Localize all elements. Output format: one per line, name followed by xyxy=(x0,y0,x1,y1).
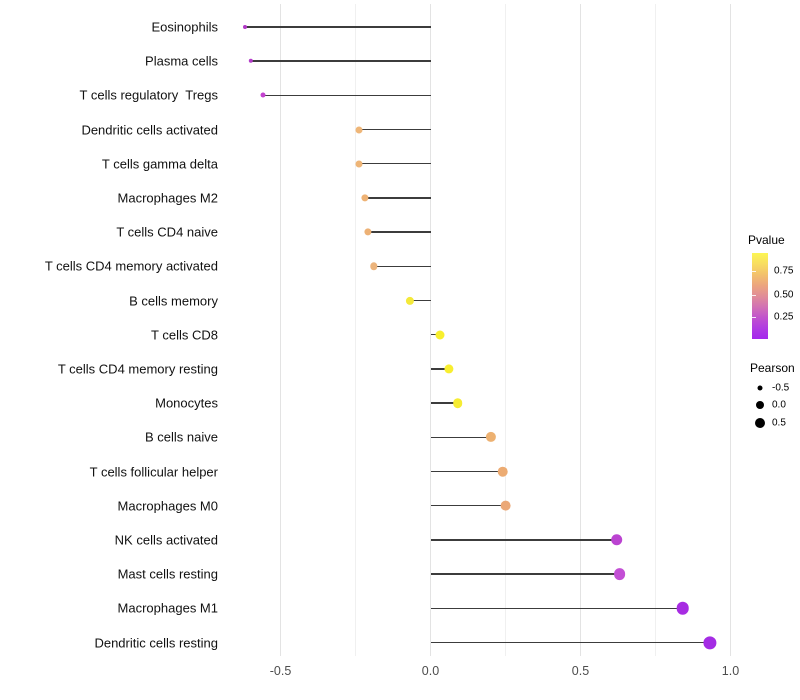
lollipop-dot xyxy=(497,466,508,477)
pvalue-colorbar-tick xyxy=(752,317,756,319)
lollipop-stem xyxy=(430,641,710,644)
y-axis-label: NK cells activated xyxy=(114,532,218,548)
gridline-major xyxy=(430,4,431,656)
lollipop-stem xyxy=(358,163,431,165)
y-axis-label: Plasma cells xyxy=(145,53,218,69)
pvalue-colorbar-tick xyxy=(752,294,756,296)
y-axis-label: T cells CD4 memory activated xyxy=(44,258,218,274)
gridline-minor xyxy=(655,4,656,656)
lollipop-stem xyxy=(262,94,431,96)
y-axis-label: Monocytes xyxy=(155,395,218,411)
pvalue-colorbar-tick xyxy=(752,271,756,273)
lollipop-dot xyxy=(260,92,265,98)
lollipop-dot xyxy=(405,296,414,305)
lollipop-dot xyxy=(355,126,362,133)
pearson-size-key-dot xyxy=(755,417,765,428)
lollipop-stem xyxy=(430,436,491,438)
gridline-major xyxy=(580,4,581,656)
y-axis-label: Dendritic cells activated xyxy=(81,122,218,137)
y-axis-label: B cells naive xyxy=(145,429,218,445)
x-axis-tick-label: -0.5 xyxy=(269,664,292,678)
pvalue-tick-label: 0.25 xyxy=(774,311,794,323)
gridline-minor xyxy=(505,4,506,656)
lollipop-dot xyxy=(485,432,496,443)
lollipop-stem xyxy=(409,299,431,302)
lollipop-stem xyxy=(430,607,683,609)
y-axis-label: T cells regulatory Tregs xyxy=(79,87,218,103)
gridline-minor xyxy=(355,4,356,656)
lollipop-dot xyxy=(443,364,454,374)
x-axis-tick-label: 1.0 xyxy=(721,664,740,678)
lollipop-stem xyxy=(358,128,431,131)
pearson-size-key-label: -0.5 xyxy=(772,382,790,393)
lollipop-dot xyxy=(363,228,372,236)
lollipop-dot xyxy=(676,602,689,615)
y-axis-label: Macrophages M1 xyxy=(117,600,218,616)
y-axis-label: T cells CD4 memory resting xyxy=(57,361,218,377)
pvalue-tick-label: 0.50 xyxy=(774,289,794,301)
lollipop-dot xyxy=(360,194,369,202)
lollipop-stem xyxy=(367,231,431,233)
pearson-size-key-label: 0.5 xyxy=(772,417,786,428)
lollipop-dot xyxy=(500,500,511,512)
y-axis-label: B cells memory xyxy=(129,293,218,308)
lollipop-dot xyxy=(369,262,378,270)
lollipop-stem xyxy=(430,368,449,370)
pvalue-legend-title: Pvalue xyxy=(748,233,785,247)
lollipop-dot xyxy=(452,398,463,408)
y-axis-label: T cells CD4 naive xyxy=(116,224,218,240)
gridline-major xyxy=(280,4,281,656)
x-axis-tick-label: 0.0 xyxy=(421,664,440,678)
y-axis-label: T cells follicular helper xyxy=(89,464,218,479)
lollipop-stem xyxy=(430,402,458,404)
pearson-size-key-dot xyxy=(756,401,764,409)
y-axis-label: T cells gamma delta xyxy=(101,156,218,172)
lollipop-stem xyxy=(430,539,617,541)
lollipop-stem xyxy=(364,197,431,199)
pvalue-gradient-bar xyxy=(752,253,768,339)
lollipop-stem xyxy=(430,573,620,575)
lollipop-dot xyxy=(613,568,626,580)
lollipop-stem xyxy=(250,60,431,62)
y-axis-label: Macrophages M0 xyxy=(117,498,218,514)
gridline-major xyxy=(730,4,731,656)
y-axis-label: T cells CD8 xyxy=(151,327,218,343)
pvalue-tick-label: 0.75 xyxy=(774,265,794,277)
lollipop-stem xyxy=(430,470,503,473)
lollipop-stem xyxy=(430,505,506,507)
lollipop-dot xyxy=(435,330,444,340)
lollipop-dot xyxy=(248,58,253,64)
lollipop-stem xyxy=(373,265,431,267)
y-axis-label: Dendritic cells resting xyxy=(94,635,218,650)
lollipop-stem xyxy=(244,26,431,28)
lollipop-dot xyxy=(355,160,362,168)
y-axis-label: Mast cells resting xyxy=(117,566,218,582)
y-axis-label: Macrophages M2 xyxy=(117,190,218,206)
lollipop-dot xyxy=(242,24,247,29)
pearson-size-key-dot xyxy=(757,385,763,390)
x-axis-tick-label: 0.5 xyxy=(571,664,590,678)
y-axis-label: Eosinophils xyxy=(151,19,219,35)
lollipop-dot xyxy=(702,635,717,650)
lollipop-dot xyxy=(610,534,623,546)
pearson-size-key-label: 0.0 xyxy=(772,399,786,411)
pearson-legend-title: Pearson xyxy=(750,361,795,375)
